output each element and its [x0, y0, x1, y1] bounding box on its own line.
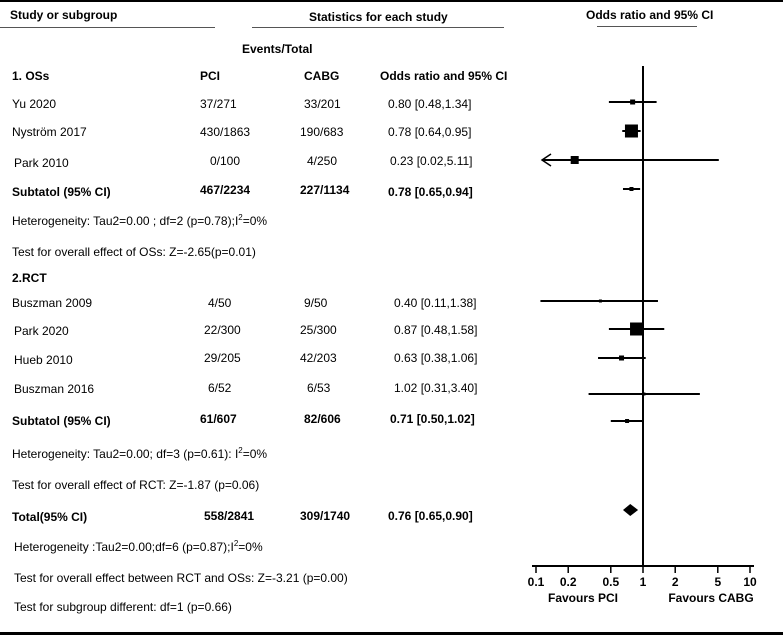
study-name: Park 2010	[14, 156, 69, 170]
total-label: Total(95% CI)	[12, 510, 88, 524]
cabg-events: 25/300	[300, 323, 337, 337]
point-estimate	[619, 355, 625, 361]
bottom-border	[0, 632, 783, 635]
subtotal-label: Subtatol (95% CI)	[12, 185, 111, 199]
x-tick-label: 10	[743, 575, 757, 589]
pci-events: 4/50	[208, 296, 232, 310]
x-tick-label: 0.5	[602, 575, 619, 589]
pci-events: 22/300	[204, 323, 241, 337]
ci-arrow	[540, 153, 552, 167]
header-study-underline	[0, 27, 215, 28]
pci-events: 0/100	[210, 154, 241, 168]
cabg-events: 33/201	[304, 97, 341, 111]
or-ci-text: 0.80 [0.48,1.34]	[388, 97, 472, 111]
total-diamond	[622, 504, 639, 516]
study-name: Buszman 2016	[14, 382, 95, 396]
study-name: Yu 2020	[12, 97, 57, 111]
point-estimate	[642, 392, 646, 396]
header-study: Study or subgroup	[10, 8, 118, 22]
heterogeneity-rct: Heterogeneity: Tau2=0.00; df=3 (p=0.61):…	[12, 446, 268, 461]
study-name: Buszman 2009	[12, 296, 93, 310]
subtotal-estimate	[629, 187, 634, 191]
total-pci: 558/2841	[204, 509, 255, 523]
events-total-header: Events/Total	[242, 42, 313, 56]
cabg-events: 4/250	[307, 154, 338, 168]
header-stats: Statistics for each study	[309, 10, 448, 24]
point-estimate	[570, 156, 579, 164]
heterogeneity-oss: Heterogeneity: Tau2=0.00 ; df=2 (p=0.78)…	[12, 213, 268, 228]
group-title-rct: 2.RCT	[12, 271, 47, 285]
pci-events: 37/271	[200, 97, 237, 111]
cabg-header: CABG	[304, 69, 340, 83]
subtotal-ci: 0.78 [0.65,0.94]	[388, 185, 473, 199]
x-tick-label: 0.1	[528, 575, 545, 589]
header-stats-underline	[252, 27, 504, 28]
or-ci-text: 0.63 [0.38,1.06]	[394, 351, 478, 365]
overall-effect-oss: Test for overall effect of OSs: Z=-2.65(…	[12, 245, 256, 259]
header-or: Odds ratio and 95% CI	[586, 8, 714, 22]
subtotal-pci: 61/607	[200, 412, 237, 426]
subtotal-ci: 0.71 [0.50,1.02]	[390, 412, 475, 426]
subtotal-estimate	[625, 419, 630, 423]
header-or-underline	[597, 26, 697, 27]
test-subgroup-difference: Test for subgroup different: df=1 (p=0.6…	[14, 600, 232, 614]
group-title-oss: 1. OSs	[12, 69, 50, 83]
favours-right-label: Favours CABG	[668, 591, 753, 605]
or-ci-text: 0.87 [0.48,1.58]	[394, 323, 478, 337]
or-ci-text: 0.40 [0.11,1.38]	[394, 296, 477, 310]
test-between-subgroups: Test for overall effect between RCT and …	[14, 571, 348, 585]
pci-events: 430/1863	[200, 125, 251, 139]
cabg-events: 190/683	[300, 125, 344, 139]
favours-left-label: Favours PCI	[548, 591, 618, 605]
pci-header: PCI	[200, 69, 221, 83]
subtotal-cabg: 82/606	[304, 412, 341, 426]
point-estimate	[630, 99, 636, 105]
or-ci-text: 0.23 [0.02,5.11]	[390, 154, 473, 168]
subtotal-pci: 467/2234	[200, 183, 251, 197]
study-name: Park 2020	[14, 324, 69, 338]
study-name: Hueb 2010	[14, 353, 73, 367]
cabg-events: 6/53	[307, 381, 331, 395]
subtotal-cabg: 227/1134	[300, 183, 350, 197]
point-estimate	[598, 299, 602, 303]
cabg-events: 9/50	[304, 296, 328, 310]
pci-events: 29/205	[204, 351, 241, 365]
heterogeneity-total: Heterogeneity :Tau2=0.00;df=6 (p=0.87);I…	[14, 539, 263, 554]
x-tick-label: 1	[640, 575, 647, 589]
total-cabg: 309/1740	[300, 509, 351, 523]
x-tick-label: 2	[672, 575, 679, 589]
point-estimate	[624, 124, 638, 138]
x-tick-label: 5	[714, 575, 721, 589]
pci-events: 6/52	[208, 381, 232, 395]
cabg-events: 42/203	[300, 351, 337, 365]
study-name: Nyström 2017	[12, 125, 87, 139]
point-estimate	[630, 322, 644, 336]
total-ci: 0.76 [0.65,0.90]	[388, 509, 473, 523]
or-ci-text: 1.02 [0.31,3.40]	[394, 381, 478, 395]
or-subheader: Odds ratio and 95% CI	[380, 69, 508, 83]
x-tick-label: 0.2	[560, 575, 577, 589]
or-ci-text: 0.78 [0.64,0.95]	[388, 125, 472, 139]
subtotal-label: Subtatol (95% CI)	[12, 414, 111, 428]
top-border	[0, 0, 783, 2]
overall-effect-rct: Test for overall effect of RCT: Z=-1.87 …	[12, 478, 260, 492]
